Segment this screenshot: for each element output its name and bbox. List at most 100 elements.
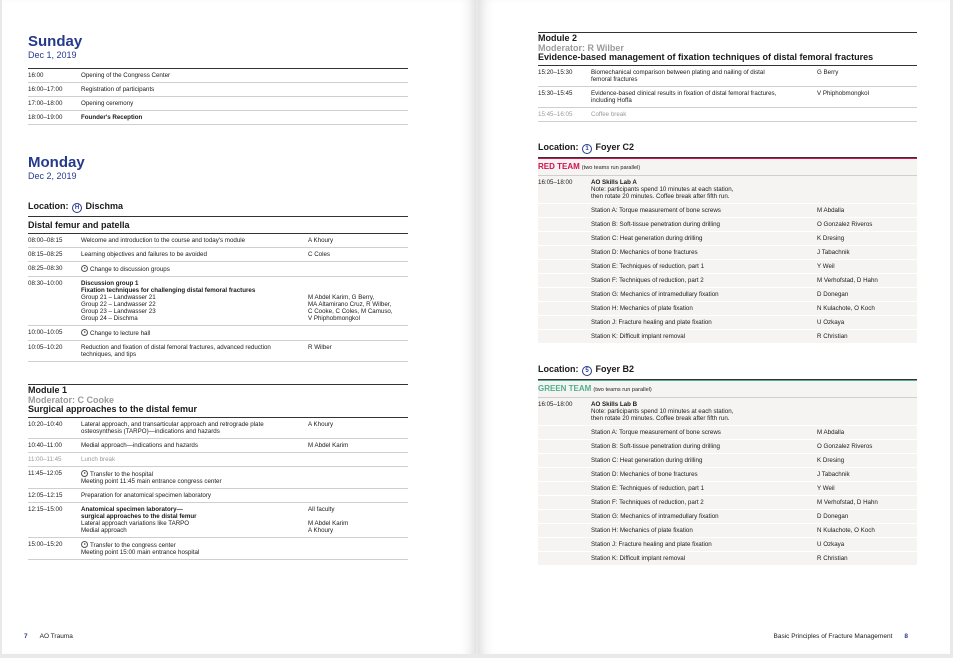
time-cell (538, 471, 591, 478)
faculty-name: A Khoury (308, 420, 334, 428)
activity-line: then rotate 20 minutes. Coffee break aft… (591, 414, 730, 422)
schedule-row: Station E: Techniques of reduction, part… (538, 481, 917, 496)
module-title: Surgical approaches to the distal femur (28, 404, 198, 414)
schedule-row: Station H: Mechanics of plate fixation N … (538, 523, 917, 538)
team-block: RED TEAM (two teams run parallel) 16:05–18… (538, 157, 917, 344)
faculty-cell (308, 72, 408, 79)
module-name: Module 2 (538, 33, 578, 43)
location-icon: 1 (582, 143, 593, 154)
schedule-row: 12:05–12:15 Preparation for anatomical sp… (28, 489, 408, 503)
time: 10:20–10:40 (28, 420, 63, 428)
time: 11:00–11:45 (28, 455, 62, 463)
faculty-cell (308, 492, 408, 499)
activity-cell: Station E: Techniques of reduction, part… (591, 485, 817, 492)
day-date: Dec 1, 2019 (28, 50, 77, 60)
schedule-row: 17:00–18:00 Opening ceremony (28, 97, 408, 111)
page-number: 7 (24, 633, 28, 640)
time-cell (538, 277, 591, 284)
activity-line: Station K: Difficult implant removal (591, 554, 686, 562)
activity-cell: Station F: Techniques of reduction, part… (591, 499, 817, 506)
time-cell: 16:00–17:00 (28, 86, 81, 93)
schedule-row: 08:15–08:25 Learning objectives and failu… (28, 248, 408, 262)
faculty-cell: M Verhofstad, D Hahn (817, 277, 917, 284)
faculty-name: U Ozkaya (817, 540, 845, 548)
activity-line: Station H: Mechanics of plate fixation (591, 526, 693, 534)
faculty-name: Y Weil (817, 262, 835, 270)
schedule-row: Station G: Mechanics of intramedullary f… (538, 509, 917, 524)
activity-line: Station B: Soft-tissue penetration durin… (591, 220, 720, 228)
activity-cell: Station C: Heat generation during drilli… (591, 235, 817, 242)
time-cell: 15:20–15:30 (538, 69, 591, 83)
faculty-name: C Coles (308, 251, 331, 258)
schedule-row: Station J: Fracture healing and plate fi… (538, 315, 917, 330)
faculty-cell: M Verhofstad, D Hahn (817, 499, 917, 506)
activity-cell: Station B: Soft-tissue penetration durin… (591, 443, 817, 450)
schedule-row: 16:00–17:00 Registration of participants (28, 83, 408, 97)
time: 15:20–15:30 (538, 68, 573, 76)
schedule-row: Station F: Techniques of reduction, part… (538, 273, 917, 288)
faculty-cell: K Dresing (817, 457, 917, 464)
activity-heading: AO Skills Lab B (591, 400, 638, 408)
faculty-name: O Gonzalez Riveros (817, 220, 873, 228)
activity-cell: Station B: Soft-tissue penetration durin… (591, 221, 817, 228)
faculty-cell: G Berry (817, 69, 917, 83)
time: 08:00–08:15 (28, 237, 63, 244)
time: 08:25–08:30 (28, 265, 63, 272)
faculty-cell (817, 401, 917, 422)
faculty-cell: R Christian (817, 555, 917, 562)
activity-line: Station J: Fracture healing and plate fi… (591, 318, 712, 326)
faculty-name: M Abdel Karim (308, 441, 349, 449)
time-cell: 12:05–12:15 (28, 492, 81, 499)
time-cell: 08:00–08:15 (28, 237, 81, 244)
activity-line: Opening of the Congress Center (81, 72, 171, 79)
team-note: (two teams run parallel) (593, 386, 652, 393)
activity-line: Lateral approach variations like TARPO (81, 519, 190, 527)
activity-cell: Station J: Fracture healing and plate fi… (591, 319, 817, 326)
schedule-row: 16:05–18:00 AO Skills Lab B Note: particip… (538, 397, 917, 426)
schedule-row: 10:20–10:40 Lateral approach, and transar… (28, 418, 408, 439)
activity-line: Welcome and introduction to the course a… (81, 237, 246, 244)
schedule-row: 11:45–12:05 Transfer to the hospital Meeti… (28, 467, 408, 489)
faculty-name: U Ozkaya (817, 318, 845, 326)
activity-line: Station G: Mechanics of intramedullary f… (591, 290, 719, 298)
activity-line: Medial approach—indications and hazards (81, 441, 198, 449)
time: 16:05–18:00 (538, 400, 573, 408)
faculty-name: R Christian (817, 554, 848, 562)
faculty-name: K Dresing (817, 456, 845, 464)
activity-cell: Opening of the Congress Center (81, 72, 308, 79)
activity-cell: Coffee break (591, 111, 817, 118)
schedule-row: 11:00–11:45 Lunch break (28, 453, 408, 467)
schedule-row: 16:00 Opening of the Congress Center (28, 69, 408, 83)
time: 18:00–19:00 (28, 114, 63, 121)
time-cell (538, 499, 591, 506)
time-cell (538, 249, 591, 256)
time-cell: 10:20–10:40 (28, 421, 81, 435)
time: 16:00–17:00 (28, 86, 63, 93)
activity-cell: Station J: Fracture healing and plate fi… (591, 541, 817, 548)
time: 11:45–12:05 (28, 469, 62, 477)
page-footer: Basic Principles of Fracture Management 8 (774, 633, 908, 641)
time: 10:00–10:05 (28, 329, 63, 336)
faculty-name: M Abdalla (817, 206, 845, 214)
faculty-name: V Phiphobmongkol (817, 89, 869, 97)
activity-line: Opening ceremony (81, 100, 134, 107)
activity-line: Station C: Heat generation during drilli… (591, 456, 703, 464)
faculty-cell: J Tabachnik (817, 471, 917, 478)
faculty-cell: A Khoury (308, 421, 408, 435)
schedule-table: 16:05–18:00 AO Skills Lab A Note: particip… (538, 174, 917, 344)
page-number: 8 (904, 633, 908, 640)
time: 10:05–10:20 (28, 344, 63, 351)
location-label: Location: (538, 141, 579, 152)
schedule-row: Station H: Mechanics of plate fixation N … (538, 301, 917, 316)
schedule-row: Station E: Techniques of reduction, part… (538, 259, 917, 274)
faculty-name: D Donegan (817, 512, 849, 520)
page-footer: 7 AO Trauma (24, 633, 73, 641)
transfer-line: Transfer to the hospital (90, 470, 154, 478)
faculty-name (308, 280, 408, 287)
activity-cell: Station D: Mechanics of bone fractures (591, 471, 817, 478)
schedule-table: 16:00 Opening of the Congress Center 16:00… (28, 68, 408, 125)
faculty-name: C Cooke, C Coles, M Camuso, (308, 308, 393, 315)
team-name: GREEN TEAM (538, 383, 592, 393)
time-cell (538, 527, 591, 534)
faculty-cell: V Phiphobmongkol (817, 90, 917, 104)
